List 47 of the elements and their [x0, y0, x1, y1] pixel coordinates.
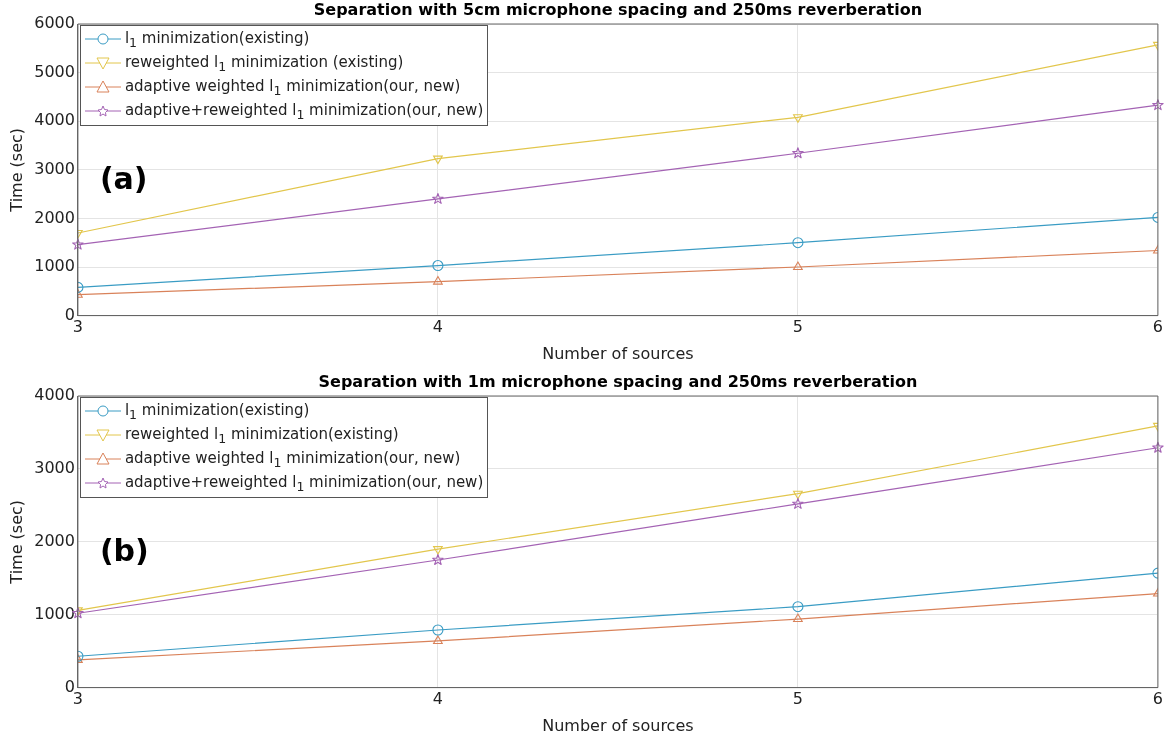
legend-label: reweighted l$_{1}$ minimization (existing) — [124, 52, 404, 74]
point — [793, 613, 803, 623]
y-tick-label: 2000 — [34, 207, 75, 227]
y-tick-label: 3000 — [34, 458, 75, 478]
legend-label: reweighted l$_{1}$ minimization(existing) — [124, 424, 399, 446]
point — [433, 635, 443, 644]
point — [793, 114, 803, 123]
point — [432, 553, 444, 566]
x-tick-label: 4 — [432, 317, 444, 337]
y-tick-label: 6000 — [34, 13, 75, 33]
x-tick-label: 4 — [432, 689, 444, 709]
annotation: (b) — [99, 533, 149, 569]
chart-title: Separation with 5cm microphone spacing and 250ms reverberation — [312, 0, 924, 19]
y-tick-label: 5000 — [34, 61, 75, 81]
point — [432, 192, 444, 204]
point — [433, 546, 443, 555]
x-tick-label: 6 — [1152, 689, 1163, 709]
point — [433, 155, 443, 165]
x-axis-title: Number of sources — [542, 343, 694, 363]
legend-label: l$_{1}$ minimization(existing) — [124, 28, 310, 50]
point — [433, 276, 443, 285]
y-axis-title: Time (sec) — [6, 127, 26, 213]
point — [793, 490, 803, 500]
y-tick-label: 2000 — [34, 530, 75, 550]
chart-title: Separation with 1m microphone spacing and 250ms reverberation — [317, 372, 919, 391]
y-tick-label: 0 — [64, 676, 75, 696]
point — [792, 497, 804, 509]
x-axis-title: Number of sources — [542, 715, 694, 735]
point — [72, 238, 84, 250]
y-tick-label: 3000 — [34, 158, 75, 178]
y-tick-label: 4000 — [34, 110, 75, 130]
y-tick-label: 1000 — [34, 256, 75, 276]
legend-label: adaptive weighted l$_{1}$ minimization(our, new) — [124, 448, 461, 470]
y-tick-label: 0 — [64, 304, 75, 324]
legend-label: adaptive+reweighted l$_{1}$ minimization(our, new) — [124, 100, 484, 122]
x-tick-label: 5 — [792, 317, 804, 337]
legend-label: adaptive+reweighted l$_{1}$ minimization(our, new) — [124, 472, 484, 494]
point — [793, 261, 803, 271]
legend-label: l$_{1}$ minimization(existing) — [124, 400, 310, 422]
y-axis-title: Time (sec) — [6, 499, 26, 585]
x-tick-label: 6 — [1152, 317, 1163, 337]
point — [792, 147, 804, 159]
x-tick-label: 5 — [792, 689, 804, 709]
legend-label: adaptive weighted l$_{1}$ minimization(our, new) — [124, 76, 461, 98]
annotation: (a) — [99, 161, 148, 197]
y-tick-label: 1000 — [34, 603, 75, 623]
y-tick-label: 4000 — [34, 385, 75, 405]
